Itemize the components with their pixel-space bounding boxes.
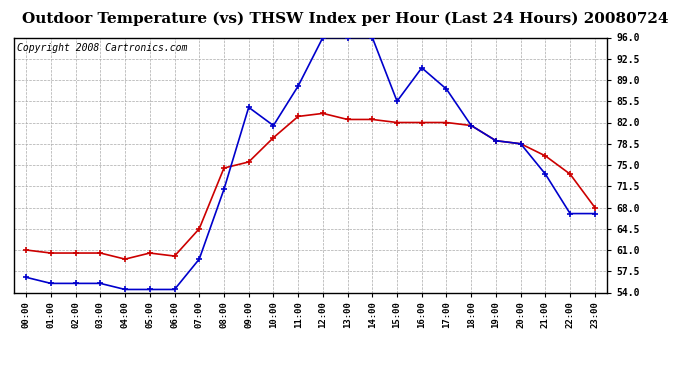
Text: Outdoor Temperature (vs) THSW Index per Hour (Last 24 Hours) 20080724: Outdoor Temperature (vs) THSW Index per … [22,12,668,26]
Text: Copyright 2008 Cartronics.com: Copyright 2008 Cartronics.com [17,43,187,52]
